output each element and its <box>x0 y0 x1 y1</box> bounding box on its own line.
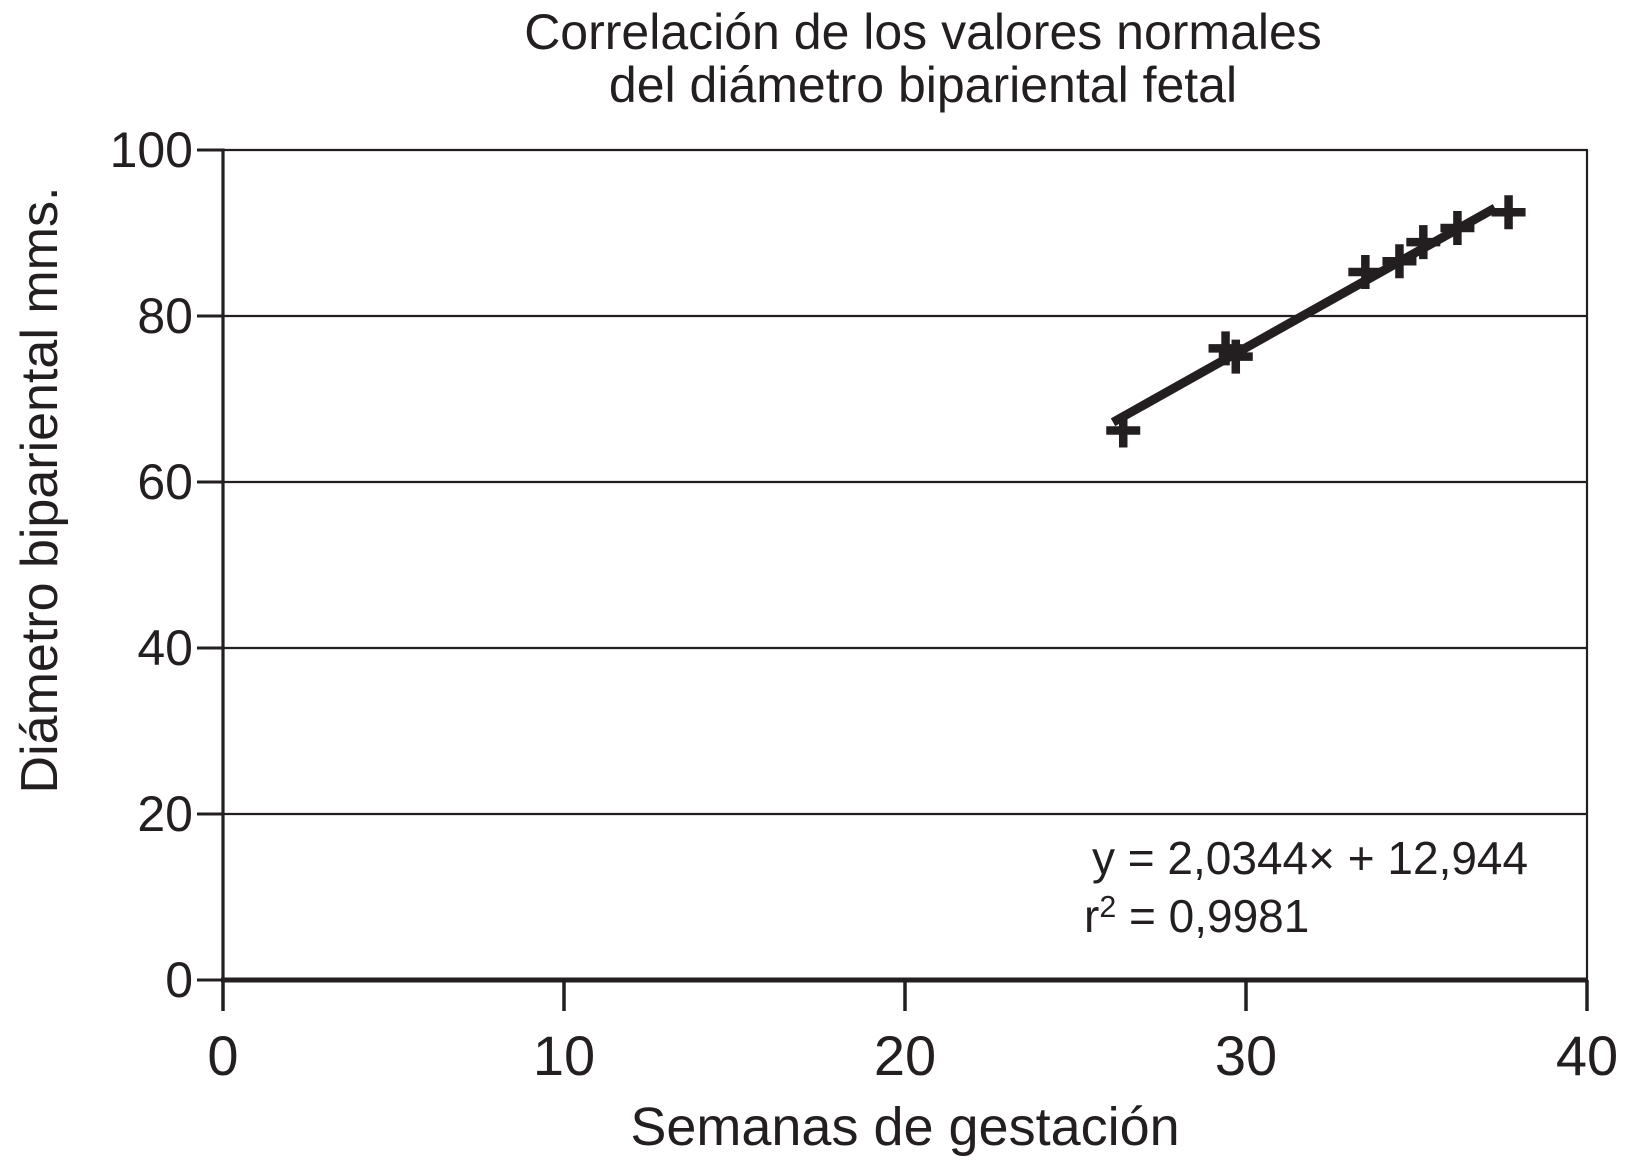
r-symbol: r <box>1084 890 1100 943</box>
r-squared-value: = 0,9981 <box>1116 890 1310 943</box>
data-point-marker-3 <box>1218 339 1253 374</box>
x-tick-label-10: 10 <box>533 1024 595 1087</box>
x-tick-label-0: 0 <box>207 1024 238 1087</box>
data-point-marker-8 <box>1491 195 1526 230</box>
chart-title: Correlación de los valores normales del … <box>241 6 1605 112</box>
y-tick-label-60: 60 <box>137 454 193 510</box>
data-point-marker-7 <box>1440 211 1475 246</box>
y-tick-label-40: 40 <box>137 620 193 676</box>
y-tick-label-80: 80 <box>137 288 193 344</box>
chart-title-line1: Correlación de los valores normales <box>524 4 1322 60</box>
x-tick-label-30: 30 <box>1215 1024 1277 1087</box>
r-squared-annotation: r2 = 0,9981 <box>1084 891 1309 942</box>
data-point-marker-6 <box>1406 225 1441 260</box>
r-exponent: 2 <box>1099 891 1117 924</box>
data-point-marker-5 <box>1382 244 1417 279</box>
y-axis-title: Diámetro bipariental mms. <box>11 186 69 794</box>
x-tick-label-20: 20 <box>874 1024 936 1087</box>
y-tick-label-0: 0 <box>165 952 193 1008</box>
x-tick-label-40: 40 <box>1556 1024 1618 1087</box>
data-point-marker-4 <box>1348 255 1383 290</box>
chart-title-line2: del diámetro bipariental fetal <box>608 57 1238 113</box>
y-tick-label-20: 20 <box>137 786 193 842</box>
trendline-equation: y = 2,0344× + 12,944 <box>1092 832 1529 884</box>
data-point-marker-1 <box>1106 413 1141 448</box>
x-axis-title: Semanas de gestación <box>630 1097 1180 1157</box>
y-tick-label-100: 100 <box>110 122 193 178</box>
